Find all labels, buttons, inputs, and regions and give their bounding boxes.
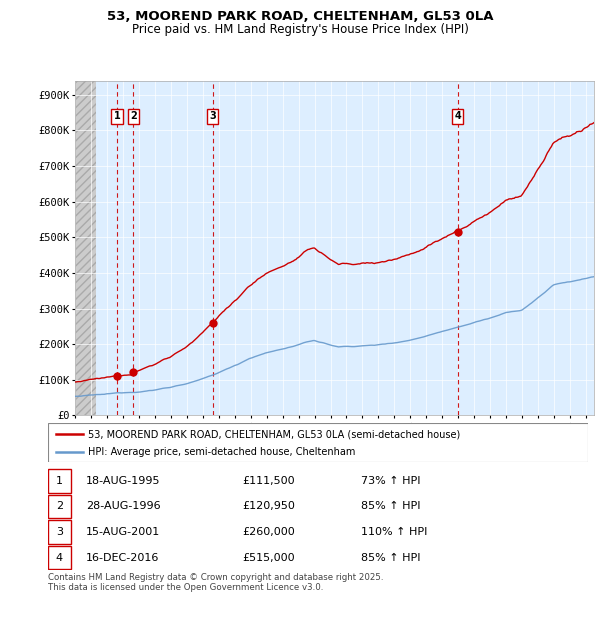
Bar <box>48 495 71 518</box>
Text: £120,950: £120,950 <box>242 502 295 512</box>
Text: 3: 3 <box>209 111 216 122</box>
Text: 4: 4 <box>56 552 63 562</box>
Text: 85% ↑ HPI: 85% ↑ HPI <box>361 502 421 512</box>
Text: 53, MOOREND PARK ROAD, CHELTENHAM, GL53 0LA (semi-detached house): 53, MOOREND PARK ROAD, CHELTENHAM, GL53 … <box>89 429 461 439</box>
Bar <box>48 546 71 569</box>
Text: 1: 1 <box>114 111 121 122</box>
Text: 110% ↑ HPI: 110% ↑ HPI <box>361 527 428 537</box>
Text: 16-DEC-2016: 16-DEC-2016 <box>86 552 159 562</box>
Text: £111,500: £111,500 <box>242 476 295 486</box>
Text: 3: 3 <box>56 527 63 537</box>
Text: £260,000: £260,000 <box>242 527 295 537</box>
Text: 73% ↑ HPI: 73% ↑ HPI <box>361 476 421 486</box>
Text: £515,000: £515,000 <box>242 552 295 562</box>
Text: 2: 2 <box>56 502 63 512</box>
Text: Price paid vs. HM Land Registry's House Price Index (HPI): Price paid vs. HM Land Registry's House … <box>131 23 469 36</box>
Text: 85% ↑ HPI: 85% ↑ HPI <box>361 552 421 562</box>
Bar <box>48 469 71 493</box>
Text: HPI: Average price, semi-detached house, Cheltenham: HPI: Average price, semi-detached house,… <box>89 447 356 458</box>
Text: 4: 4 <box>454 111 461 122</box>
Text: 28-AUG-1996: 28-AUG-1996 <box>86 502 160 512</box>
Bar <box>75 81 96 415</box>
Text: 18-AUG-1995: 18-AUG-1995 <box>86 476 160 486</box>
Bar <box>48 520 71 544</box>
Text: 2: 2 <box>130 111 137 122</box>
Text: 15-AUG-2001: 15-AUG-2001 <box>86 527 160 537</box>
Text: Contains HM Land Registry data © Crown copyright and database right 2025.
This d: Contains HM Land Registry data © Crown c… <box>48 573 383 592</box>
Text: 53, MOOREND PARK ROAD, CHELTENHAM, GL53 0LA: 53, MOOREND PARK ROAD, CHELTENHAM, GL53 … <box>107 10 493 23</box>
Text: 1: 1 <box>56 476 63 486</box>
